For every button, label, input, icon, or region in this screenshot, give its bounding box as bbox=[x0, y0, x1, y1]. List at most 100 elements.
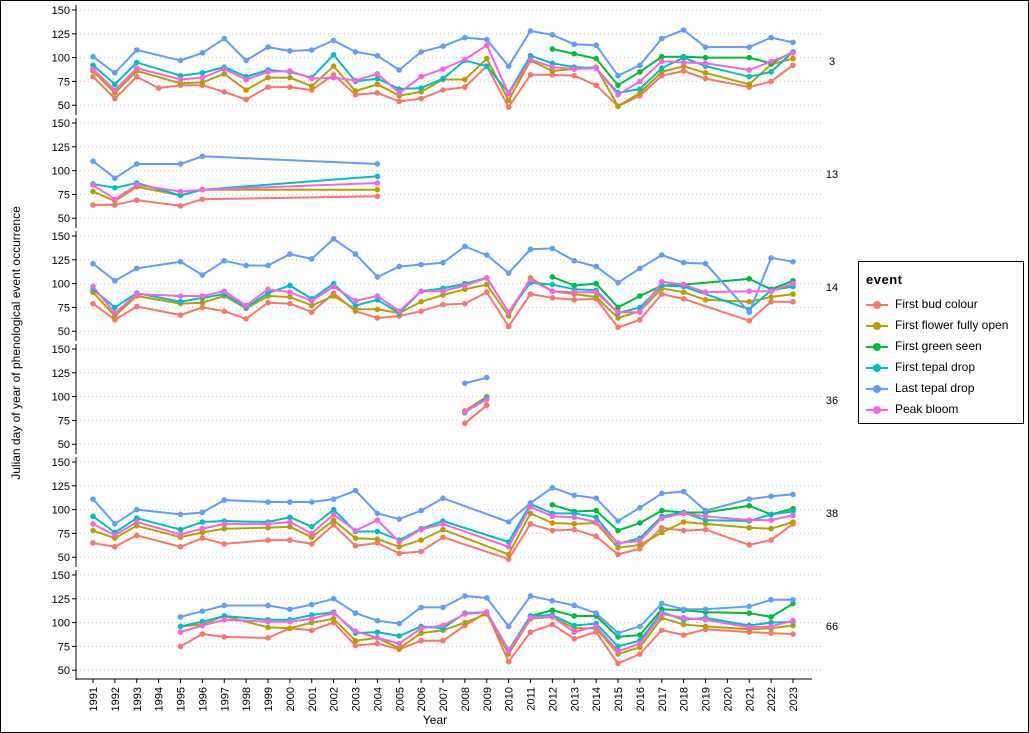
data-point bbox=[243, 96, 249, 103]
data-point bbox=[199, 50, 206, 56]
data-point bbox=[112, 521, 118, 527]
data-point bbox=[571, 297, 578, 303]
data-point bbox=[790, 50, 796, 56]
data-point bbox=[637, 520, 643, 526]
data-point bbox=[571, 514, 578, 521]
data-point bbox=[330, 517, 337, 523]
data-point bbox=[396, 90, 403, 96]
data-point bbox=[440, 622, 446, 629]
data-point bbox=[658, 611, 665, 617]
data-point bbox=[746, 542, 753, 548]
data-point bbox=[352, 302, 359, 309]
data-point bbox=[505, 623, 512, 630]
data-point bbox=[396, 645, 403, 652]
data-point bbox=[308, 627, 315, 634]
data-point bbox=[199, 186, 206, 193]
data-point bbox=[790, 617, 796, 624]
data-point bbox=[396, 263, 403, 270]
data-point bbox=[483, 396, 490, 403]
data-point bbox=[330, 37, 337, 44]
data-point bbox=[702, 44, 709, 50]
data-point bbox=[658, 278, 665, 285]
y-tick-label: 50 bbox=[58, 213, 70, 225]
data-point bbox=[658, 35, 665, 42]
data-point bbox=[680, 59, 687, 66]
data-point bbox=[549, 502, 556, 508]
data-point bbox=[680, 281, 687, 288]
data-point bbox=[702, 60, 709, 67]
data-point bbox=[680, 296, 687, 302]
data-point bbox=[308, 616, 315, 622]
data-point bbox=[440, 301, 446, 308]
series-first-flower-fully-open bbox=[90, 510, 796, 558]
data-point bbox=[418, 298, 424, 305]
legend-item: First bud colour bbox=[865, 296, 1023, 316]
series-first-green-seen bbox=[549, 502, 796, 534]
data-point bbox=[790, 55, 796, 62]
data-point bbox=[112, 304, 118, 311]
data-point bbox=[199, 70, 206, 76]
data-point bbox=[112, 184, 118, 191]
data-point bbox=[352, 527, 359, 534]
data-point bbox=[702, 297, 709, 303]
data-point bbox=[790, 62, 796, 69]
data-point bbox=[615, 82, 621, 89]
data-point bbox=[221, 616, 228, 623]
legend-title: event bbox=[866, 272, 903, 287]
legend-swatch bbox=[865, 298, 889, 312]
data-point bbox=[593, 263, 599, 270]
data-point bbox=[396, 308, 403, 315]
data-point bbox=[790, 512, 796, 519]
x-tick-label: 1997 bbox=[219, 687, 231, 711]
data-point bbox=[527, 629, 534, 635]
data-point bbox=[221, 308, 228, 315]
data-point bbox=[133, 303, 140, 310]
series-line bbox=[464, 404, 488, 425]
series-line bbox=[93, 195, 378, 207]
data-point bbox=[768, 614, 774, 620]
data-point bbox=[330, 63, 337, 69]
y-tick-label: 100 bbox=[52, 279, 70, 291]
data-point bbox=[243, 316, 249, 322]
data-point bbox=[440, 534, 446, 541]
data-point bbox=[658, 524, 665, 531]
data-point bbox=[440, 521, 446, 527]
data-point bbox=[90, 53, 96, 60]
legend-item: First green seen bbox=[865, 338, 1023, 358]
data-point bbox=[133, 506, 140, 513]
data-point bbox=[549, 520, 556, 526]
series-peak-bloom bbox=[90, 180, 381, 202]
data-point bbox=[615, 103, 621, 109]
data-point bbox=[637, 538, 643, 544]
series-line bbox=[530, 602, 794, 638]
data-point bbox=[615, 304, 621, 311]
data-point bbox=[483, 609, 490, 615]
data-point bbox=[483, 42, 490, 49]
data-point bbox=[746, 610, 753, 616]
data-point bbox=[287, 251, 293, 257]
data-point bbox=[615, 527, 621, 534]
data-point bbox=[133, 161, 140, 167]
legend-item: First flower fully open bbox=[865, 317, 1023, 337]
data-point bbox=[637, 640, 643, 647]
data-point bbox=[549, 295, 556, 301]
data-point bbox=[221, 89, 228, 95]
data-point bbox=[658, 58, 665, 65]
y-tick-label: 125 bbox=[52, 29, 70, 41]
data-point bbox=[462, 420, 468, 427]
data-point bbox=[571, 613, 578, 619]
series-first-bud-colour bbox=[462, 402, 490, 427]
data-point bbox=[571, 622, 578, 629]
data-point bbox=[680, 27, 687, 33]
series-line bbox=[92, 522, 794, 561]
legend-swatch bbox=[865, 361, 889, 375]
data-point bbox=[462, 409, 468, 415]
data-point bbox=[527, 246, 534, 253]
panel-label: 66 bbox=[826, 621, 838, 633]
y-tick-label: 125 bbox=[52, 594, 70, 606]
data-point bbox=[90, 496, 96, 502]
data-point bbox=[352, 88, 359, 94]
x-tick-label: 1992 bbox=[110, 687, 122, 711]
data-point bbox=[418, 548, 424, 555]
data-point bbox=[615, 309, 621, 315]
